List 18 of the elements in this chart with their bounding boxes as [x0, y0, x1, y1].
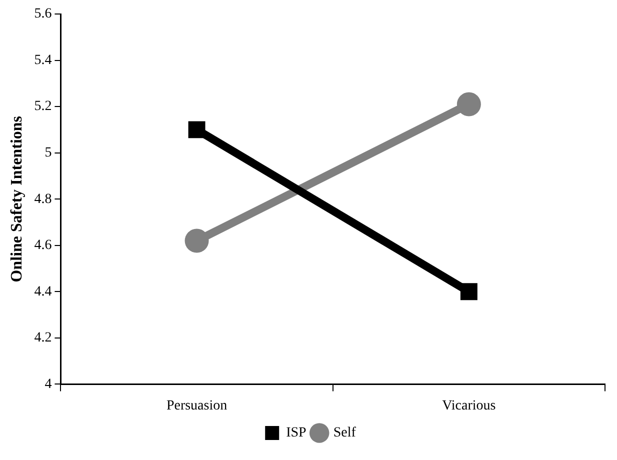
- y-tick-label: 5.2: [34, 99, 52, 114]
- y-tick-label: 4: [44, 376, 52, 392]
- y-tick-label: 5.4: [34, 52, 52, 68]
- point: [456, 92, 481, 116]
- point: [184, 228, 209, 253]
- y-tick-label: 5: [44, 145, 52, 160]
- legend-label: ISP: [286, 426, 307, 441]
- y-axis-title: Online Safety Intentions: [8, 116, 26, 282]
- y-tick-label: 4.6: [34, 238, 52, 254]
- x-tick-label: Persuasion: [166, 398, 228, 414]
- y-tick-label: 4.4: [34, 284, 52, 300]
- x-tick-label: Vicarious: [442, 398, 496, 414]
- point: [188, 121, 206, 138]
- legend-label: Self: [333, 426, 356, 441]
- y-tick-label: 4.2: [34, 330, 52, 346]
- y-tick-label: 4.8: [34, 192, 52, 207]
- point: [460, 283, 478, 300]
- y-tick-label: 5.6: [34, 6, 52, 22]
